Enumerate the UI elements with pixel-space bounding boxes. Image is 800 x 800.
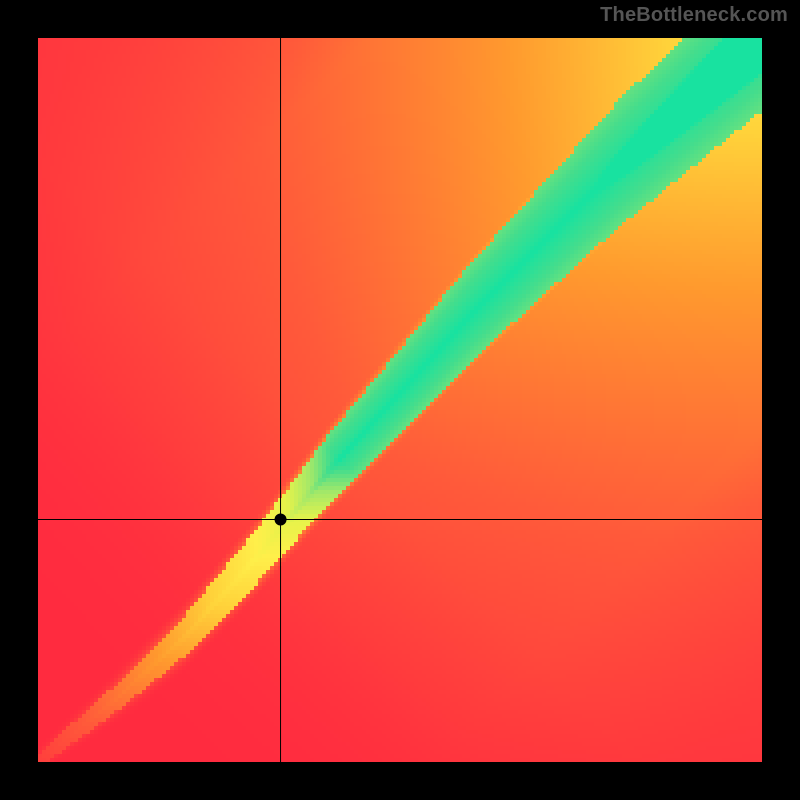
plot-area xyxy=(38,38,762,762)
heatmap-canvas xyxy=(38,38,762,762)
chart-container: TheBottleneck.com xyxy=(0,0,800,800)
watermark-text: TheBottleneck.com xyxy=(600,4,788,27)
